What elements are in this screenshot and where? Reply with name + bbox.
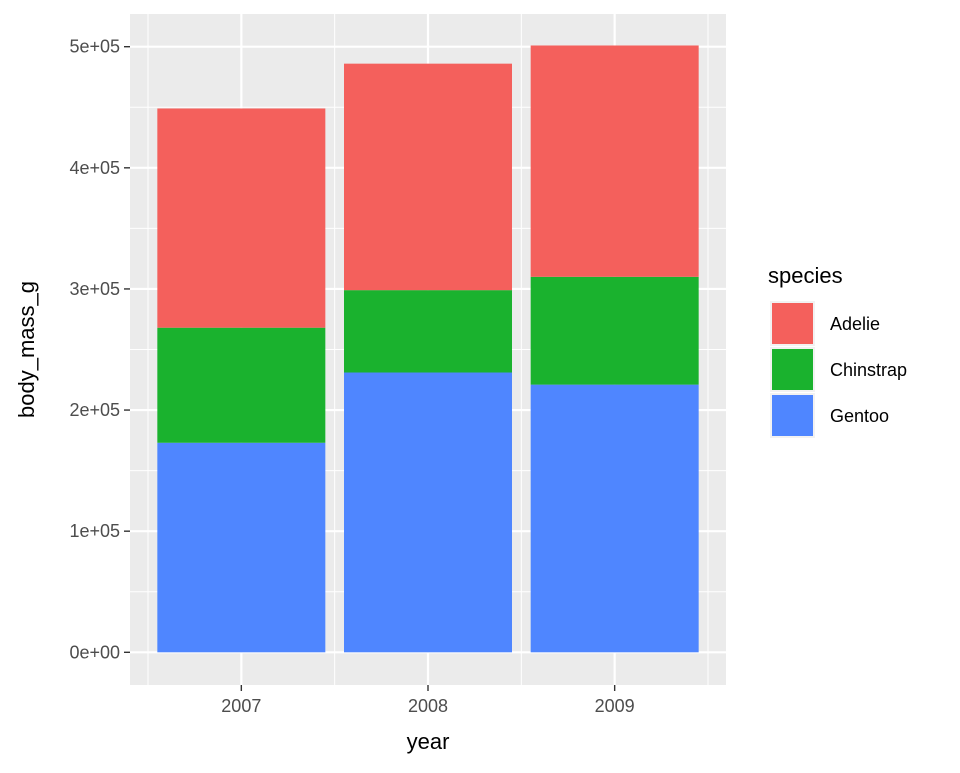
bars — [157, 45, 699, 653]
legend: species Adelie Chinstrap Gentoo — [768, 263, 907, 438]
bar-adelie-2009 — [530, 45, 699, 277]
bar-gentoo-2008 — [344, 372, 512, 653]
legend-title: species — [768, 263, 843, 288]
legend-swatch-chinstrap — [772, 349, 813, 390]
bar-gentoo-2009 — [530, 384, 699, 653]
y-tick-label: 3e+05 — [69, 279, 120, 299]
x-tick-label: 2007 — [221, 696, 261, 716]
y-tick-label: 5e+05 — [69, 37, 120, 57]
legend-swatch-adelie — [772, 303, 813, 344]
legend-label-adelie: Adelie — [830, 314, 880, 334]
y-tick-label: 1e+05 — [69, 521, 120, 541]
x-tick-label: 2008 — [408, 696, 448, 716]
y-tick-label: 4e+05 — [69, 158, 120, 178]
x-tick-label: 2009 — [595, 696, 635, 716]
bar-gentoo-2007 — [157, 442, 326, 653]
bar-adelie-2007 — [157, 108, 326, 328]
legend-swatch-gentoo — [772, 395, 813, 436]
y-tick-label: 0e+00 — [69, 642, 120, 662]
bar-chinstrap-2007 — [157, 327, 326, 443]
bar-adelie-2008 — [344, 63, 512, 291]
bar-chinstrap-2009 — [530, 276, 699, 385]
x-axis-title: year — [407, 729, 450, 754]
legend-label-chinstrap: Chinstrap — [830, 360, 907, 380]
legend-label-gentoo: Gentoo — [830, 406, 889, 426]
y-axis-title: body_mass_g — [14, 281, 39, 418]
y-tick-label: 2e+05 — [69, 400, 120, 420]
axes: 0e+00 1e+05 2e+05 3e+05 4e+05 5e+05 2007 2008 20… — [14, 37, 635, 754]
bar-chinstrap-2008 — [344, 290, 512, 373]
